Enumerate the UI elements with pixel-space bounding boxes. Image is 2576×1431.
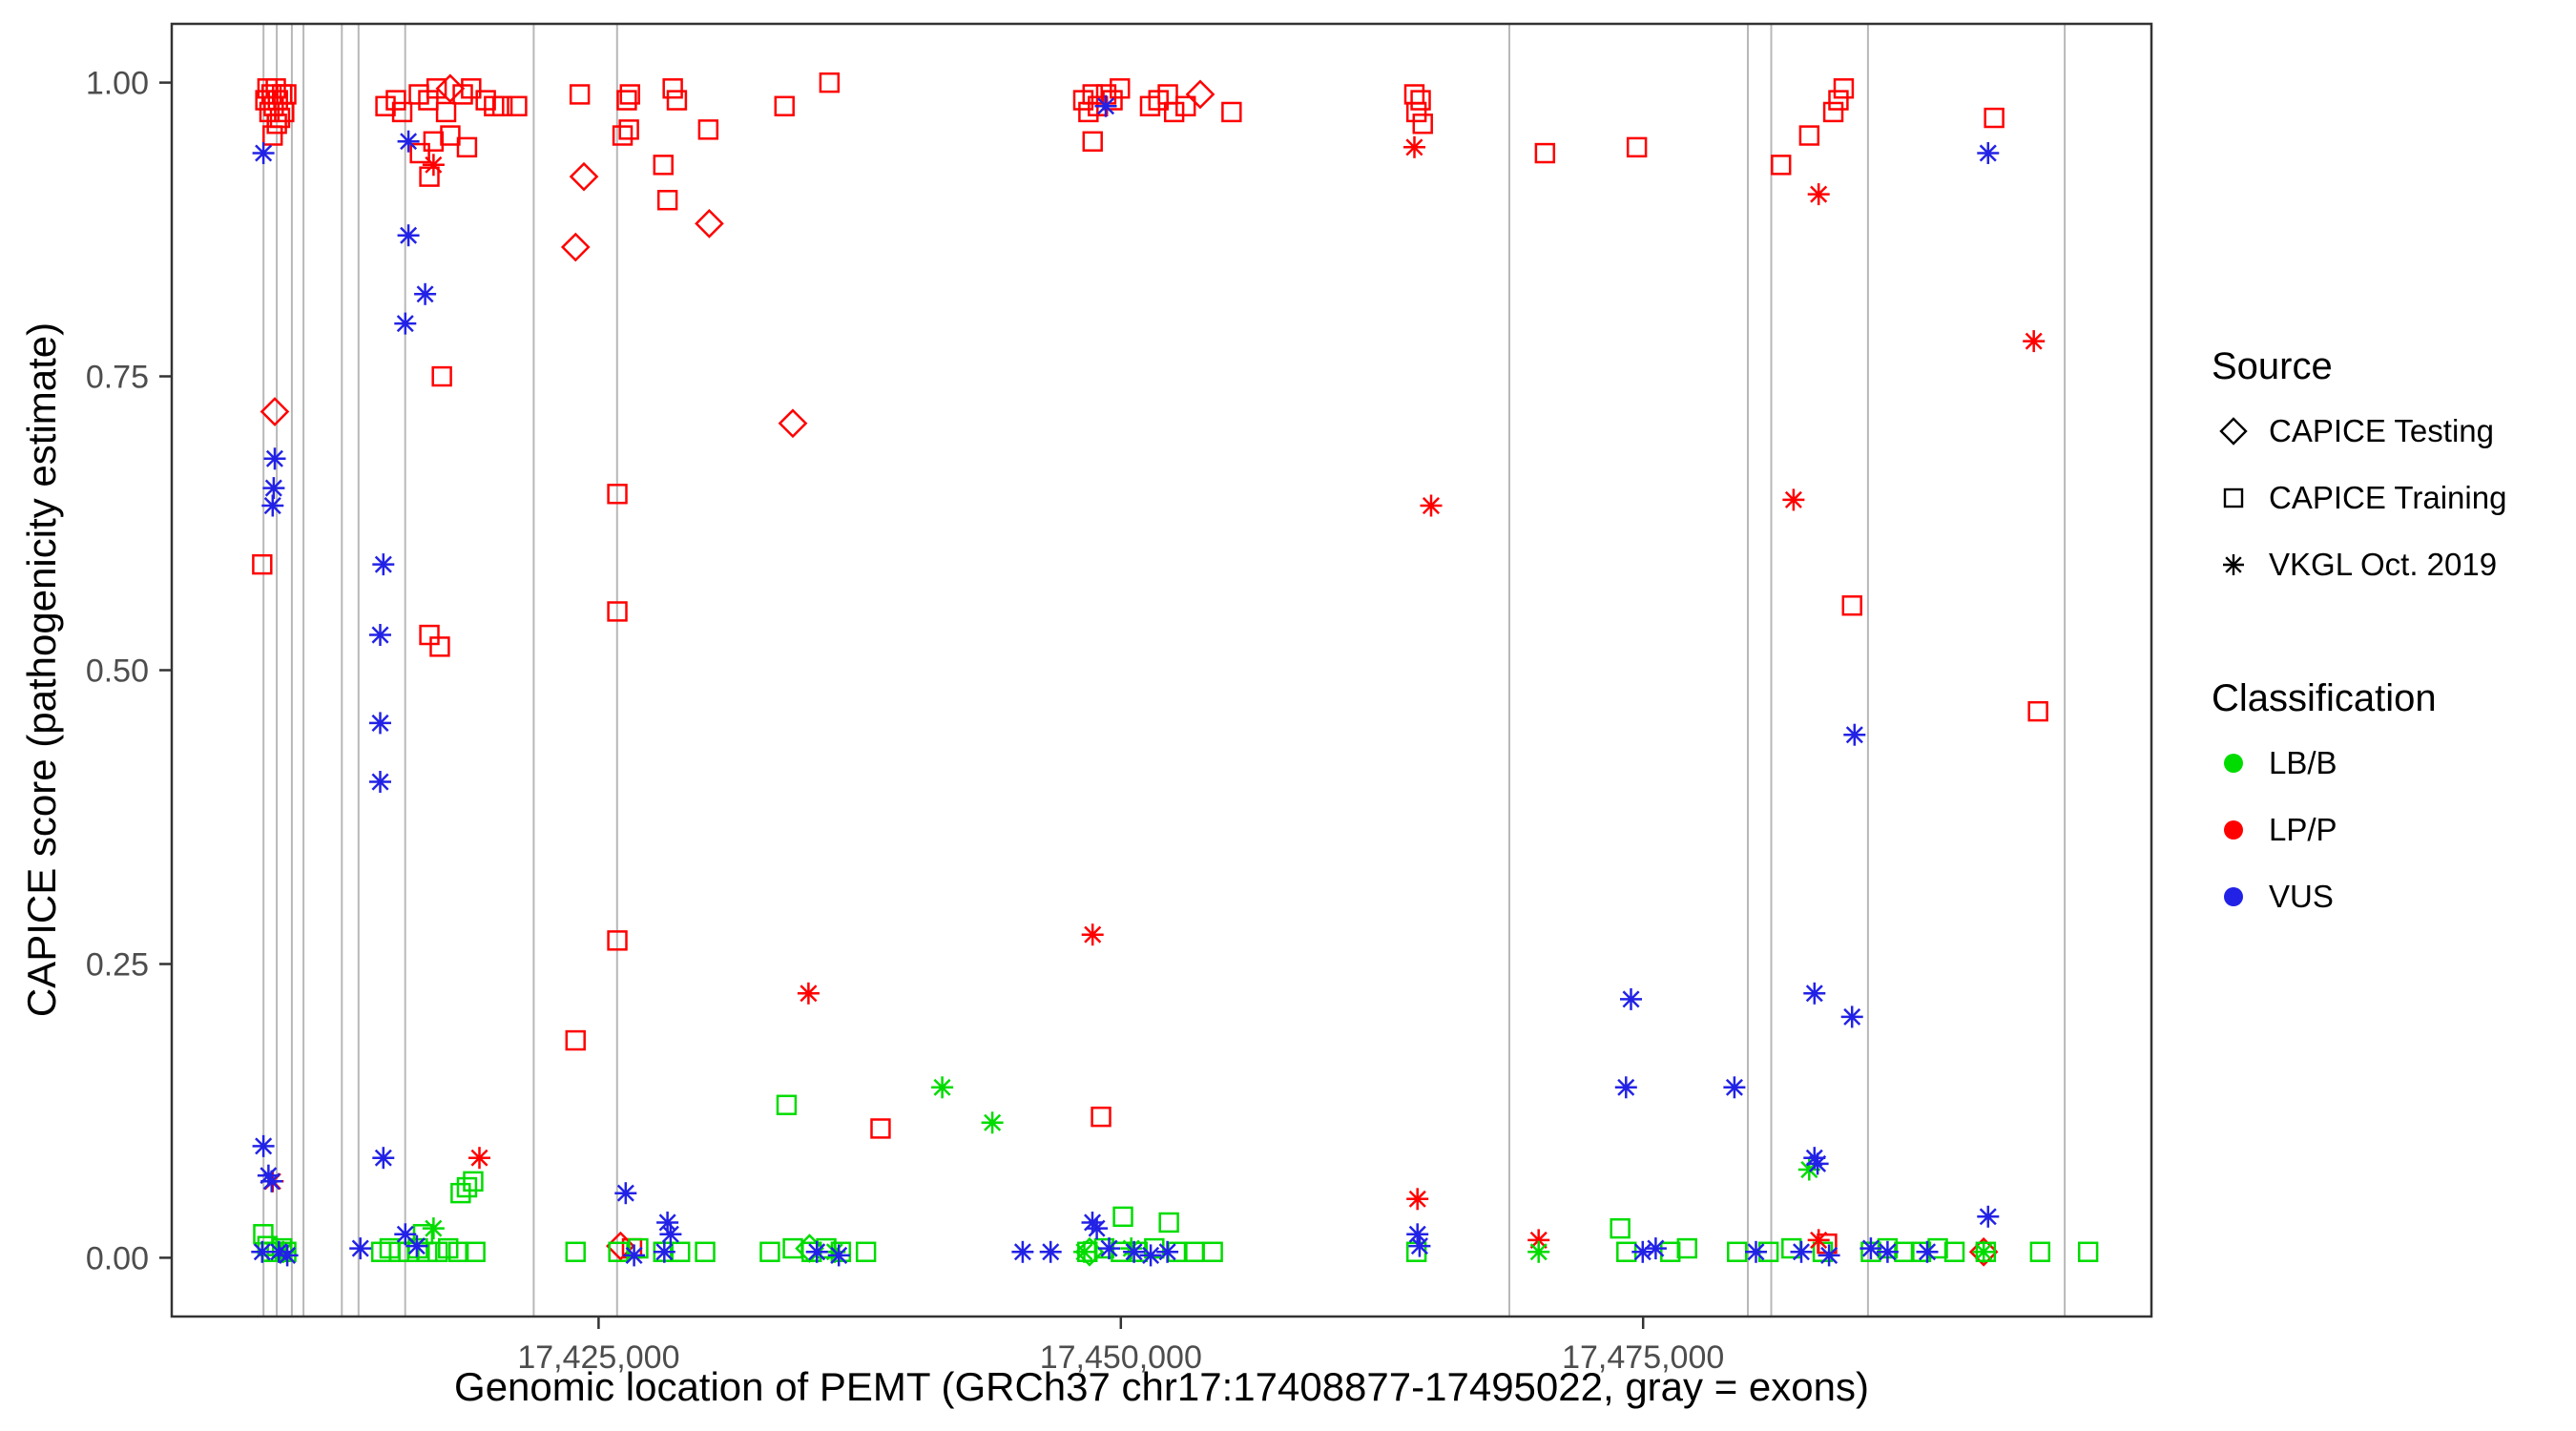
y-tick-label: 0.75 [86,360,149,396]
x-axis: 17,425,000 17,450,000 17,475,000 [517,1317,1724,1376]
exon-lines [262,24,2067,1317]
legend: Source CAPICE Testing CAPICE Training VK… [2212,345,2506,942]
x-tick-label: 17,450,000 [1040,1339,1202,1376]
legend-group-classification: Classification LB/B LP/P VUS [2212,677,2506,919]
legend-item-lpp: LP/P [2212,808,2506,852]
panel-background [172,24,2151,1317]
legend-item-vkgl: VKGL Oct. 2019 [2212,543,2506,587]
legend-item-label: CAPICE Training [2269,480,2507,515]
x-tick-label: 17,475,000 [1562,1339,1724,1376]
legend-item-capice-training: CAPICE Training [2212,476,2506,520]
legend-source-title: Source [2212,345,2333,387]
series [252,72,2048,1259]
square-icon [2223,487,2244,508]
y-axis: 0.00 0.25 0.50 0.75 1.00 [86,66,172,1276]
legend-item-label: LP/P [2269,812,2337,847]
diamond-icon [2219,417,2248,446]
y-tick-label: 0.25 [86,947,149,984]
red-dot-icon [2224,820,2243,840]
y-axis-title: CAPICE score (pathogenicity estimate) [19,321,64,1018]
green-dot-icon [2224,754,2243,773]
data-points [251,72,2099,1267]
asterisk-icon [2223,554,2244,575]
legend-item-lbb: LB/B [2212,741,2506,785]
x-tick-label: 17,425,000 [517,1339,679,1376]
blue-dot-icon [2224,887,2243,906]
legend-item-label: LB/B [2269,745,2337,780]
y-tick-label: 0.50 [86,653,149,690]
series [251,94,2000,1267]
legend-group-source: Source CAPICE Testing CAPICE Training VK… [2212,345,2506,587]
x-axis-title: Genomic location of PEMT (GRCh37 chr17:1… [454,1364,1869,1409]
legend-item-vus: VUS [2212,875,2506,919]
legend-item-label: VKGL Oct. 2019 [2269,547,2498,582]
legend-item-capice-testing: CAPICE Testing [2212,409,2506,453]
y-tick-label: 1.00 [86,66,149,102]
legend-classification-title: Classification [2212,677,2437,719]
legend-item-label: CAPICE Testing [2269,413,2494,448]
legend-item-label: VUS [2269,879,2334,914]
y-tick-label: 0.00 [86,1240,149,1276]
